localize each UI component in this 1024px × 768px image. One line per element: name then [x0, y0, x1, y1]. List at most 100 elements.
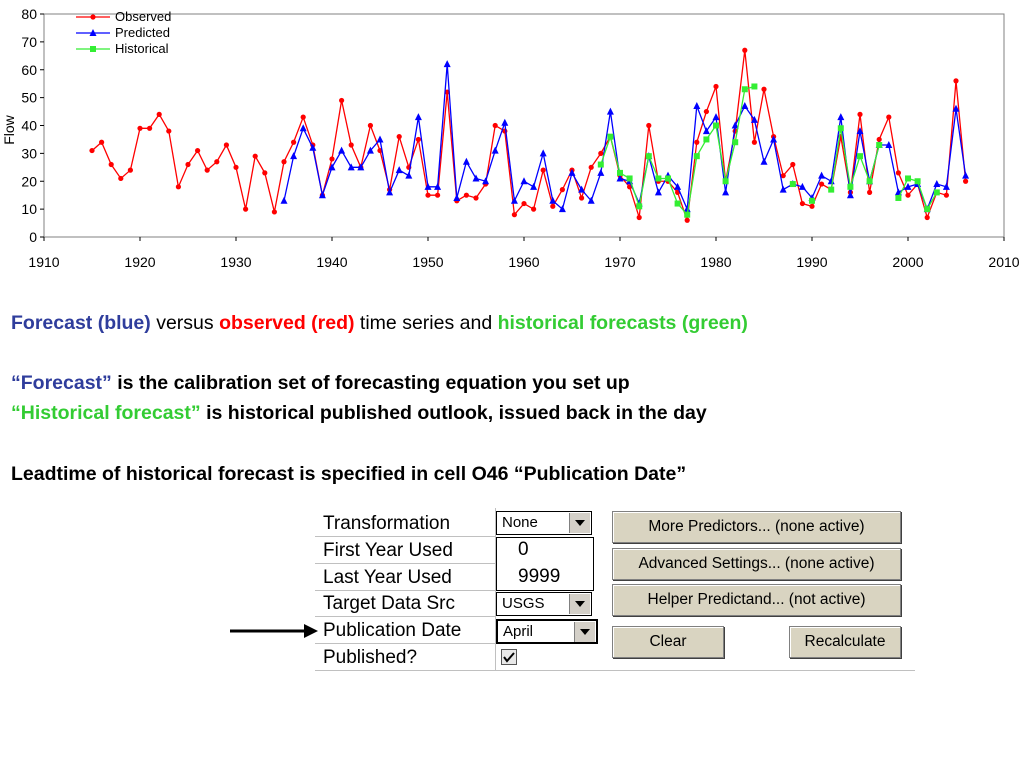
first-year-field[interactable]: 0 [518, 539, 529, 560]
x-tick-label: 1990 [796, 254, 827, 270]
data-point [683, 205, 691, 213]
data-point [742, 47, 748, 53]
caption-historical-quote: “Historical forecast” [11, 402, 201, 424]
data-point [828, 186, 835, 193]
data-point [166, 128, 172, 134]
data-point [587, 196, 595, 204]
chevron-down-icon[interactable] [569, 594, 590, 614]
series-line [91, 50, 967, 221]
legend-label: Observed [115, 9, 171, 24]
data-point [741, 101, 749, 109]
data-point [550, 203, 556, 209]
x-tick-label: 1980 [700, 254, 731, 270]
data-point [558, 205, 566, 213]
x-tick-label: 1920 [124, 254, 155, 270]
published-checkbox[interactable] [501, 649, 517, 665]
x-tick-label: 2000 [892, 254, 923, 270]
plot-frame [43, 13, 1005, 238]
data-point [780, 173, 786, 179]
y-axis-label: Flow [1, 114, 17, 144]
data-point [568, 168, 576, 176]
data-point [904, 182, 912, 190]
data-point [790, 161, 796, 168]
data-point [646, 122, 652, 129]
data-point [366, 146, 374, 154]
data-point [492, 122, 498, 129]
data-point [520, 177, 528, 185]
data-point [857, 111, 863, 117]
data-point [636, 203, 643, 210]
data-point [809, 203, 815, 209]
data-point [233, 164, 239, 170]
last-year-field[interactable]: 9999 [518, 566, 561, 587]
data-point [108, 161, 114, 168]
data-point [655, 175, 662, 182]
chevron-down-icon[interactable] [569, 513, 590, 533]
year-range-box [496, 537, 594, 591]
data-point [886, 114, 892, 120]
caption-forecast-blue: Forecast (blue) [11, 312, 151, 334]
data-point [501, 118, 509, 126]
data-point [684, 211, 691, 218]
y-tick-label: 20 [21, 173, 37, 189]
transformation-dropdown[interactable]: None [496, 511, 592, 535]
data-point [905, 192, 911, 198]
data-point [712, 113, 720, 121]
data-point [395, 166, 403, 174]
more-predictors-button[interactable]: More Predictors... (none active) [612, 511, 901, 543]
chevron-down-icon[interactable] [574, 622, 595, 642]
data-point [539, 149, 547, 157]
data-point [751, 139, 758, 145]
data-point [99, 139, 105, 145]
data-point [597, 168, 605, 176]
data-point [425, 192, 431, 198]
target-data-src-value: USGS [502, 595, 545, 612]
data-point [636, 214, 642, 221]
data-point [789, 181, 796, 188]
data-point [318, 191, 326, 199]
data-point [846, 191, 854, 199]
publication-date-dropdown[interactable]: April [496, 619, 598, 644]
data-point [510, 196, 518, 204]
data-point [751, 83, 758, 90]
data-point [90, 46, 96, 52]
data-point [175, 184, 181, 190]
data-point [185, 161, 191, 168]
advanced-settings-button[interactable]: Advanced Settings... (none active) [612, 548, 901, 580]
x-tick-label: 2010 [988, 254, 1019, 270]
data-point [549, 196, 557, 204]
label-target-data-src: Target Data Src [323, 593, 455, 614]
x-tick-label: 1910 [28, 254, 59, 270]
y-tick-label: 70 [21, 34, 37, 50]
legend-label: Historical [115, 41, 169, 56]
grid-line [495, 508, 496, 670]
data-point [924, 206, 931, 213]
data-point [654, 188, 662, 196]
data-point [386, 188, 394, 196]
data-point [942, 182, 950, 190]
data-point [204, 167, 210, 173]
data-point [434, 182, 442, 190]
data-point [943, 192, 950, 198]
recalculate-button[interactable]: Recalculate [789, 626, 901, 658]
data-point [531, 206, 537, 212]
caption-historical-green: historical forecasts (green) [497, 312, 748, 334]
caption-versus: versus [150, 312, 220, 334]
helper-predictand-button[interactable]: Helper Predictand... (not active) [612, 584, 901, 616]
target-data-src-dropdown[interactable]: USGS [496, 592, 592, 616]
data-point [280, 196, 288, 204]
data-point [252, 153, 258, 159]
data-point [770, 135, 778, 143]
grid-line [315, 536, 495, 537]
data-point [491, 146, 499, 154]
data-point [761, 86, 767, 92]
data-point [741, 86, 748, 93]
data-point [674, 182, 682, 190]
clear-button[interactable]: Clear [612, 626, 724, 658]
data-point [89, 147, 95, 154]
data-point [414, 113, 422, 121]
data-point [645, 153, 652, 160]
data-point [857, 153, 863, 160]
data-point [300, 114, 306, 120]
x-tick-label: 1950 [412, 254, 443, 270]
